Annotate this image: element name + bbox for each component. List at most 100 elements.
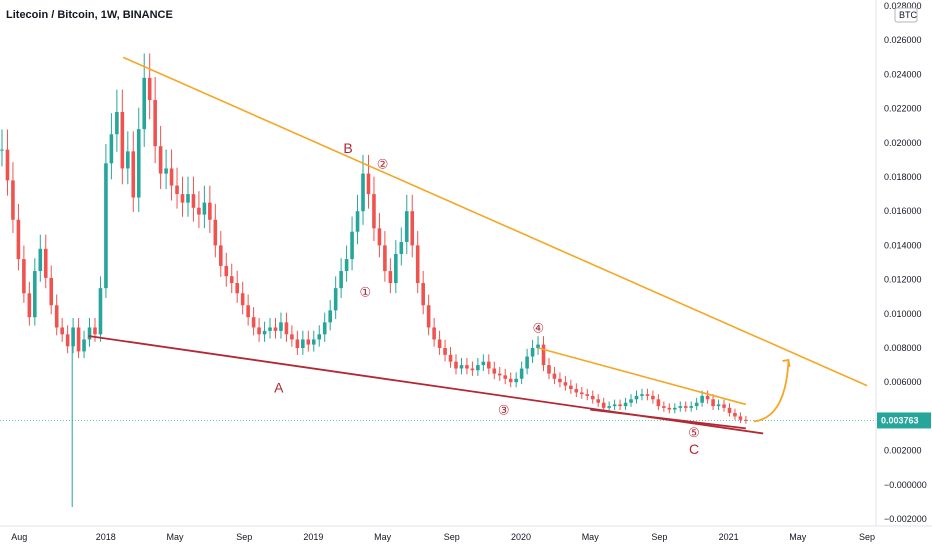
candle-body [689, 406, 694, 408]
y-tick-label: 0.014000 [884, 240, 922, 250]
candle-body [694, 402, 699, 407]
time-axis[interactable]: Aug 2018 May Sep 2019 May Sep 2020 May Sep 2021 May… [0, 525, 932, 542]
y-tick-label: −0.000000 [884, 480, 927, 490]
x-tick-label: Sep [651, 532, 667, 542]
candle-body [361, 173, 365, 212]
candle-body [38, 248, 43, 272]
candle-body [388, 271, 393, 284]
y-tick-label: 0.022000 [884, 104, 922, 114]
candle-body [175, 185, 179, 195]
x-tick-label: Aug [11, 532, 27, 542]
candle-body [268, 327, 272, 331]
candle-body [410, 211, 415, 246]
candle-body [590, 395, 595, 400]
candle-body [322, 322, 327, 335]
candle-body [377, 228, 382, 246]
wave-label: ④ [532, 321, 544, 336]
y-tick-label: 0.002000 [884, 446, 922, 456]
candle-body [76, 327, 81, 352]
candle-body [164, 168, 168, 174]
y-tick-label: 0.010000 [884, 309, 922, 319]
candle-body [459, 365, 464, 369]
y-tick-label: 0.012000 [884, 275, 922, 285]
candle-body [60, 327, 64, 335]
candle-body [404, 211, 409, 242]
candle-body [454, 361, 458, 369]
candle-body [497, 373, 502, 376]
candle-body [65, 334, 70, 347]
candle-body [0, 149, 4, 151]
candle-body [612, 404, 617, 407]
candle-body [54, 305, 59, 328]
candle-body [519, 368, 524, 379]
candle-body [580, 392, 584, 395]
candle-body [16, 219, 21, 260]
candle-body [186, 194, 190, 203]
candle-body [508, 378, 513, 383]
x-tick-label: 2019 [303, 532, 323, 542]
candle-body [667, 407, 672, 410]
candle-body [115, 112, 119, 135]
candle-body [662, 406, 666, 408]
y-tick-label: 0.006000 [884, 377, 922, 387]
candle-body [530, 348, 535, 357]
candle-body [224, 265, 229, 277]
candle-body [470, 368, 475, 371]
candle-body [158, 146, 163, 174]
candle-body [607, 406, 611, 408]
candle-body [5, 149, 10, 181]
candle-body [415, 245, 420, 284]
candle-body [213, 219, 218, 246]
candle-body [257, 327, 261, 335]
y-tick-label: 0.020000 [884, 138, 922, 148]
candle-body [547, 365, 551, 374]
candle-body [640, 394, 644, 396]
candle-body [372, 194, 376, 229]
candle-body [705, 395, 710, 400]
candle-body [481, 361, 486, 366]
candle-body [87, 327, 92, 340]
candle-body [585, 394, 590, 396]
candle-body [344, 259, 349, 272]
candle-body [711, 399, 715, 407]
candle-body [443, 348, 447, 355]
candle-body [339, 271, 343, 289]
trendline-drawings [88, 56, 868, 435]
candle-body [333, 288, 338, 311]
candle-body [651, 395, 655, 400]
wave-label: B [343, 140, 352, 156]
candle-body [727, 407, 732, 413]
x-tick-label: Sep [236, 532, 252, 542]
candle-body [306, 339, 311, 345]
y-tick-label: 0.024000 [884, 69, 922, 79]
candle-body [191, 194, 196, 208]
candle-body [476, 365, 480, 371]
candle-body [142, 77, 147, 130]
candle-body [120, 112, 125, 169]
candle-body [448, 354, 453, 362]
candle-body [131, 151, 136, 198]
candle-body [229, 276, 234, 284]
wave-label: ⑤ [688, 425, 700, 440]
candle-body [722, 404, 726, 408]
candle-body [218, 245, 223, 266]
candle-body [426, 305, 431, 328]
candle-body [317, 334, 322, 340]
minor-lower-trendline [590, 408, 747, 430]
candle-body [366, 173, 371, 195]
candle-body [49, 277, 54, 306]
candle-body [487, 361, 491, 369]
candle-body [421, 283, 425, 306]
candle-body [563, 382, 568, 386]
currency-badge[interactable] [894, 7, 918, 23]
candle-body [251, 317, 256, 328]
candle-body [11, 180, 15, 220]
y-tick-label: −0.002000 [884, 514, 927, 524]
minor-upper-trendline [538, 347, 747, 406]
candle-body [98, 288, 103, 335]
projection-arrow [753, 359, 790, 423]
last-price-label: 0.003763 [881, 415, 919, 425]
candle-body [514, 378, 518, 383]
price-axis[interactable]: 0.028000 0.026000 0.024000 0.022000 0.020000… [875, 0, 931, 526]
